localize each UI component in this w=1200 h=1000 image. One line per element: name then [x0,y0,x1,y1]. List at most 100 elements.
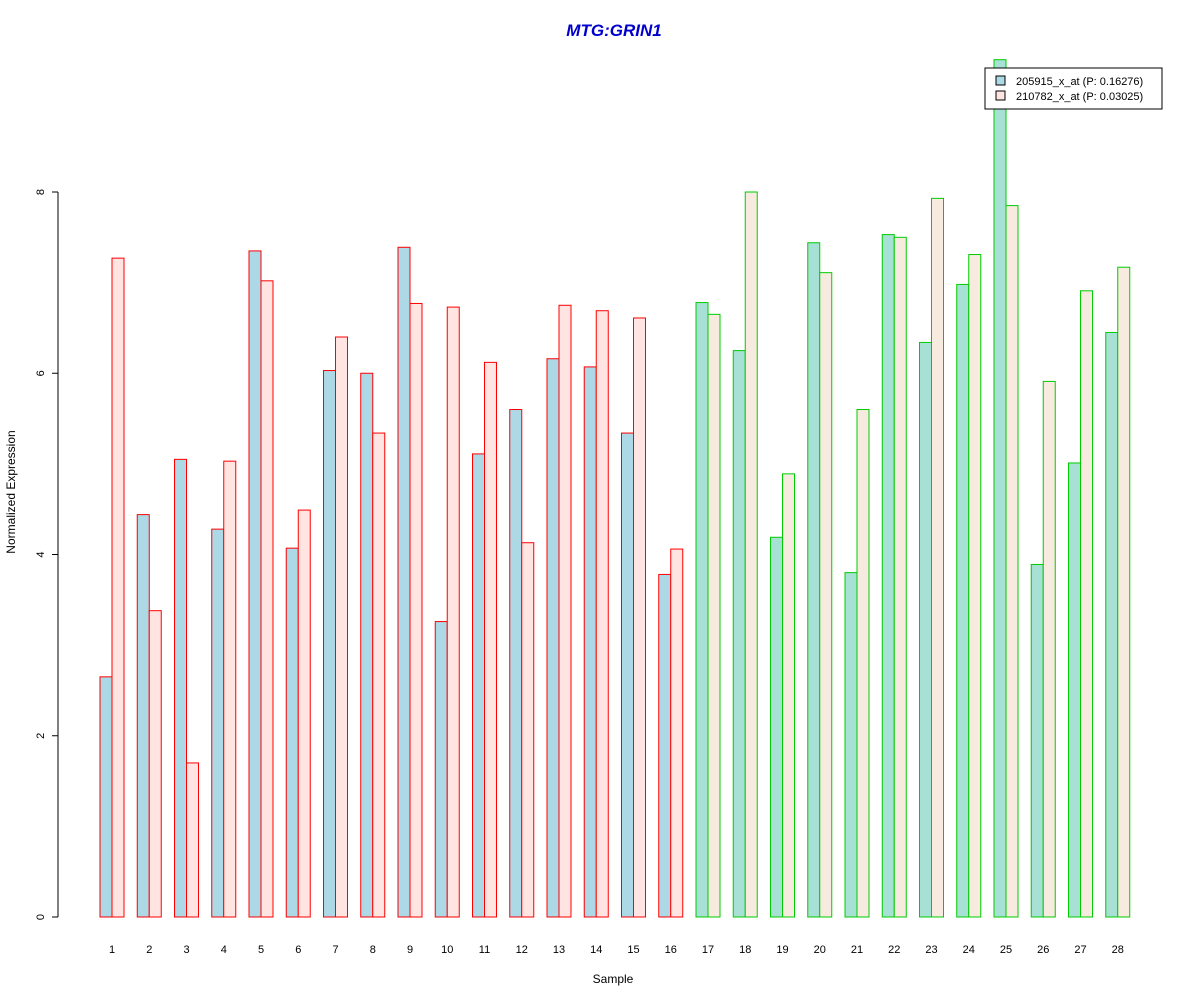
bar-series-2 [223,460,237,918]
y-tick-label: 2 [35,733,47,739]
x-tick-label: 2 [146,944,152,956]
bar-series-2 [558,304,572,918]
bar-series-2 [484,361,497,918]
x-tick-label: 5 [258,944,264,956]
legend-label-series-2: 210782_x_at (P: 0.03025) [1016,91,1143,103]
bar-series-1 [248,250,262,918]
bar-series-1 [919,341,932,918]
bar-series-1 [397,246,411,918]
bar-series-1 [472,453,485,918]
y-tick-label: 4 [35,551,47,557]
bar-series-2 [372,432,386,918]
x-tick-label: 16 [665,944,677,956]
x-tick-label: 17 [702,944,714,956]
bar-series-1 [360,372,374,918]
x-tick-label: 12 [516,944,528,956]
bar-series-1 [1105,331,1119,918]
bar-series-1 [99,676,113,918]
x-tick-label: 15 [627,944,639,956]
y-axis: 0 2 4 6 8 [35,189,59,920]
bars-group [99,59,1131,918]
bar-series-2 [707,313,721,918]
bar-series-2 [893,236,907,918]
bar-series-2 [819,272,833,918]
bar-series-1 [807,242,821,918]
chart-title: MTG:GRIN1 [566,21,661,40]
x-tick-label: 19 [776,944,788,956]
x-tick-label: 7 [332,944,338,956]
bar-series-1 [323,370,336,918]
x-tick-label: 1 [109,944,115,956]
x-tick-label: 10 [441,944,453,956]
bar-series-2 [446,306,460,918]
bar-series-2 [633,317,646,918]
x-tick-labels: 1 2 3 4 5 6 7 8 9 10 11 12 13 14 15 16 17 18 19 20 21 22 23 24 2… [109,944,1124,956]
bar-series-2 [1005,205,1019,918]
y-axis-label: Normalized Expression [4,430,18,553]
y-tick-label: 6 [35,370,47,376]
bar-series-1 [174,458,187,918]
x-tick-label: 26 [1037,944,1049,956]
bar-series-2 [670,548,684,918]
legend: 205915_x_at (P: 0.16276) 210782_x_at (P:… [984,67,1163,110]
x-tick-label: 3 [183,944,189,956]
bar-series-1 [695,302,709,918]
bar-series-1 [136,514,150,918]
bar-series-2 [595,310,609,918]
x-tick-label: 18 [739,944,751,956]
bar-series-2 [186,762,199,918]
bar-series-1 [211,528,225,918]
bar-series-2 [968,254,982,918]
bar-series-1 [881,234,895,918]
bar-series-2 [744,191,758,918]
bar-series-1 [434,621,448,918]
bar-series-2 [1042,380,1056,918]
bar-series-2 [260,280,274,918]
bar-series-2 [148,610,162,918]
x-tick-label: 25 [1000,944,1012,956]
bar-series-2 [856,409,870,918]
bar-series-2 [335,336,348,918]
x-tick-label: 14 [590,944,602,956]
x-tick-label: 8 [370,944,376,956]
bar-series-1 [770,536,783,918]
x-tick-label: 21 [851,944,863,956]
bar-series-1 [1068,462,1081,918]
bar-series-1 [1030,563,1044,918]
x-tick-label: 6 [295,944,301,956]
bar-series-1 [732,350,746,918]
x-tick-label: 28 [1112,944,1124,956]
bar-series-1 [285,547,299,918]
bar-series-1 [658,573,672,918]
bar-series-1 [546,358,560,918]
bar-series-1 [583,366,597,918]
x-tick-label: 11 [479,944,490,956]
y-tick-label: 0 [35,914,47,920]
x-axis-label: Sample [593,972,634,986]
bar-series-1 [956,283,970,918]
bar-series-2 [297,509,311,918]
x-tick-label: 24 [963,944,975,956]
bar-series-1 [509,409,523,918]
bar-series-2 [782,473,795,918]
legend-swatch-series-1 [995,75,1006,86]
bar-series-2 [521,542,535,918]
legend-label-series-1: 205915_x_at (P: 0.16276) [1016,76,1143,88]
bar-series-2 [111,257,125,918]
x-tick-label: 4 [221,944,227,956]
bar-series-2 [1117,266,1131,918]
bar-series-1 [844,572,858,918]
bar-series-2 [1080,290,1093,918]
x-tick-label: 20 [814,944,826,956]
x-tick-label: 9 [407,944,413,956]
bar-series-2 [409,302,423,918]
bar-series-1 [621,432,634,918]
legend-box [984,67,1163,110]
bar-series-1 [993,59,1007,918]
bar-series-2 [931,197,944,918]
legend-swatch-series-2 [995,90,1006,101]
y-tick-label: 8 [35,189,47,195]
x-tick-label: 13 [553,944,565,956]
x-tick-label: 22 [888,944,900,956]
